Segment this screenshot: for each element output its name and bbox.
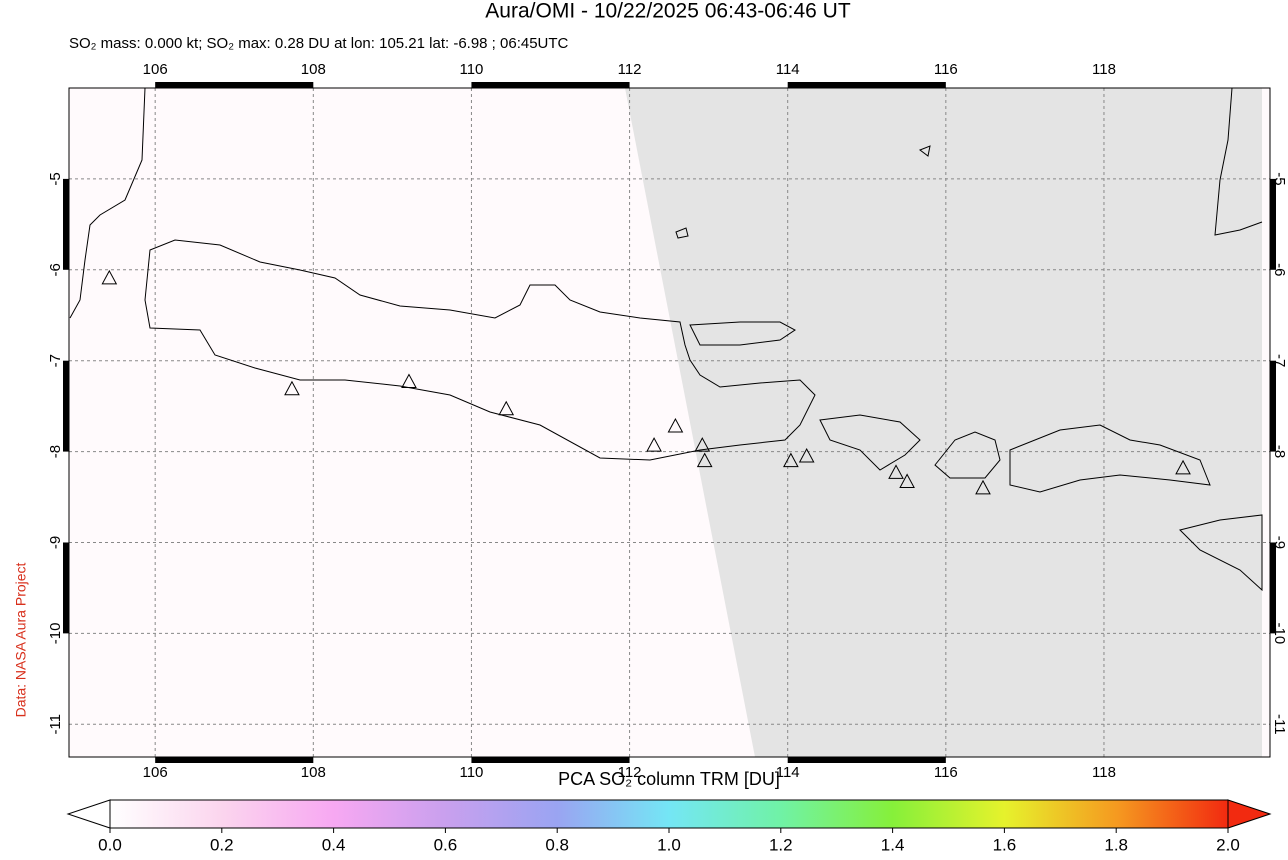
y-tick-label: -11: [1271, 714, 1288, 735]
frame-segment: [63, 360, 69, 452]
x-tick-label: 112: [618, 61, 642, 78]
colorbar-tick-label: 1.4: [881, 835, 905, 854]
frame-segment: [1270, 178, 1276, 270]
coastline: [69, 87, 146, 319]
volcano: [1175, 459, 1191, 475]
frame-segment: [155, 82, 314, 88]
coastline: [1009, 424, 1211, 493]
volcano: [888, 464, 904, 479]
volcano: [696, 452, 713, 468]
y-tick-label: -9: [47, 536, 64, 549]
x-tick-label: 118: [1092, 764, 1116, 781]
frame-segment: [1270, 542, 1276, 634]
map-area: [68, 87, 1271, 758]
volcano: [798, 447, 815, 463]
colorbar-tick-label: 1.2: [769, 835, 793, 854]
y-tick-label: -7: [1271, 354, 1288, 367]
frame-segment: [155, 757, 314, 763]
colorbar-min-arrow: [66, 799, 111, 829]
colorbar-label: PCA SO₂ column TRM [DU]: [558, 769, 780, 789]
colorbar-tick-label: 2.0: [1216, 835, 1240, 854]
coastline: [144, 239, 816, 461]
x-tick-label: 108: [301, 61, 326, 78]
volcano: [667, 417, 684, 433]
colorbar-max-arrow: [1227, 799, 1272, 829]
coastline: [934, 431, 1001, 479]
x-tick-label: 116: [934, 764, 958, 781]
colorbar-tick-label: 0.6: [434, 835, 458, 854]
coastline: [1179, 514, 1263, 592]
y-tick-label: -5: [1271, 172, 1288, 185]
colorbar-tick-label: 0.0: [98, 835, 122, 854]
colorbar-tick-label: 0.8: [545, 835, 569, 854]
x-tick-label: 114: [776, 61, 800, 78]
y-tick-label: -6: [1271, 263, 1288, 276]
frame-segment: [471, 757, 630, 763]
colorbar-tick-label: 1.8: [1104, 835, 1128, 854]
y-tick-label: -5: [47, 172, 64, 185]
frame-segment: [471, 82, 630, 88]
y-tick-label: -10: [47, 623, 64, 645]
x-tick-label: 106: [143, 61, 168, 78]
colorbar-tick-label: 0.2: [210, 835, 234, 854]
y-tick-label: -10: [1271, 623, 1288, 645]
coastline: [819, 414, 921, 471]
x-tick-label: 116: [934, 61, 958, 78]
x-tick-label: 110: [459, 61, 483, 78]
y-tick-label: -8: [1271, 445, 1288, 458]
frame-segment: [787, 82, 946, 88]
y-tick-label: -11: [47, 714, 64, 735]
x-tick-label: 114: [776, 764, 800, 781]
y-tick-label: -7: [47, 354, 64, 367]
volcano: [975, 479, 991, 495]
volcano: [401, 373, 417, 389]
volcano: [646, 437, 662, 452]
y-tick-label: -8: [47, 445, 64, 458]
frame-segment: [63, 542, 69, 634]
frame-segment: [787, 757, 946, 763]
x-tick-label: 110: [459, 764, 483, 781]
frame-segment: [1270, 360, 1276, 452]
x-tick-label: 108: [301, 764, 326, 781]
coastline: [689, 321, 796, 346]
volcano: [284, 380, 300, 396]
y-tick-label: -9: [1271, 536, 1288, 549]
x-tick-label: 118: [1092, 61, 1116, 78]
colorbar-tick-label: 0.4: [322, 835, 346, 854]
colorbar: [109, 799, 1229, 829]
x-tick-label: 106: [143, 764, 168, 781]
volcano: [783, 452, 799, 468]
colorbar-tick-label: 1.0: [657, 835, 681, 854]
subtitle: SO₂ mass: 0.000 kt; SO₂ max: 0.28 DU at …: [69, 35, 569, 52]
volcano: [899, 473, 915, 488]
volcano: [498, 400, 515, 416]
coastline: [1214, 87, 1263, 236]
frame-segment: [63, 178, 69, 270]
volcano: [101, 269, 118, 285]
y-tick-label: -6: [47, 263, 64, 276]
no-data-region: [625, 88, 1262, 757]
title: Aura/OMI - 10/22/2025 06:43-06:46 UT: [485, 0, 851, 23]
credit: Data: NASA Aura Project: [13, 562, 29, 717]
colorbar-tick-label: 1.6: [993, 835, 1017, 854]
x-tick-label: 112: [618, 764, 642, 781]
coastline: [675, 145, 931, 239]
volcano: [694, 437, 711, 452]
